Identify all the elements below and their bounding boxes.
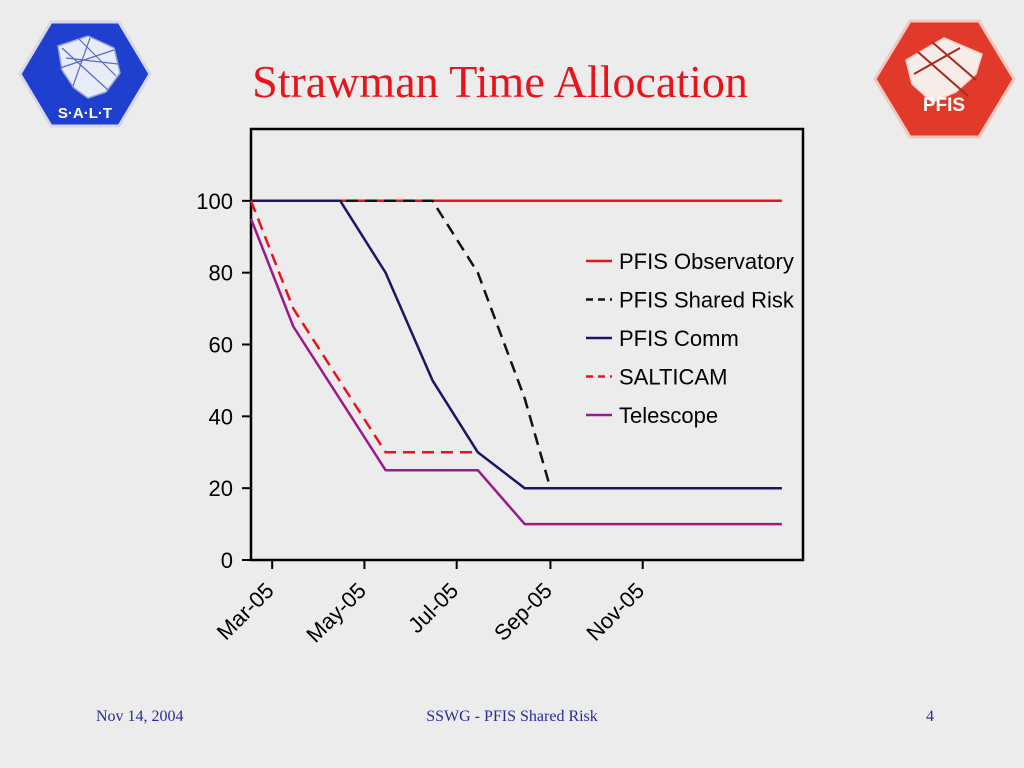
y-tick-label: 0 xyxy=(221,548,233,573)
slide-number: 4 xyxy=(926,708,934,725)
y-tick-label: 60 xyxy=(209,333,233,358)
footer-title: SSWG - PFIS Shared Risk xyxy=(426,708,598,725)
slide-title: Strawman Time Allocation xyxy=(252,56,748,107)
series-line xyxy=(249,200,478,454)
footer-date: Nov 14, 2004 xyxy=(96,708,184,725)
x-tick-label: Nov-05 xyxy=(581,578,649,646)
y-tick-label: 20 xyxy=(209,476,233,501)
y-tick-label: 40 xyxy=(209,404,233,429)
y-tick-label: 100 xyxy=(196,189,233,214)
legend-label: SALTICAM xyxy=(619,365,727,390)
pfis-logo: PFIS xyxy=(873,19,1016,139)
salt-logo: S·A·L·T xyxy=(18,20,152,128)
legend-label: PFIS Comm xyxy=(619,326,739,351)
salt-logo-text: S·A·L·T xyxy=(58,105,112,122)
legend-label: PFIS Shared Risk xyxy=(619,288,795,313)
legend-label: Telescope xyxy=(619,403,718,428)
series-line xyxy=(251,199,782,490)
series-line xyxy=(249,218,782,526)
x-tick-label: May-05 xyxy=(301,578,371,648)
x-tick-label: Sep-05 xyxy=(489,578,557,646)
legend-label: PFIS Observatory xyxy=(619,249,794,274)
y-tick-label: 80 xyxy=(209,261,233,286)
x-tick-label: Mar-05 xyxy=(212,578,279,645)
x-tick-label: Jul-05 xyxy=(403,578,463,638)
pfis-logo-text: PFIS xyxy=(923,95,965,116)
